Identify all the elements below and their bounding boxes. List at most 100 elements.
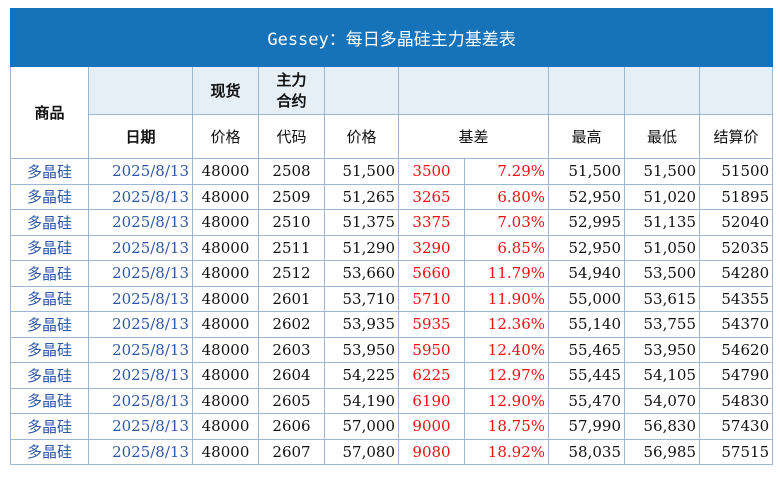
cell-spot-price: 48000 (192, 311, 259, 338)
cell-basis: 6190 (398, 387, 465, 414)
cell-date: 2025/8/13 (88, 413, 193, 440)
table-row: 多晶硅 2025/8/13 48000 2607 57,080 9080 18.92% 58,… (10, 438, 774, 465)
cell-spot-price: 48000 (192, 234, 259, 261)
table-row: 多晶硅 2025/8/13 48000 2602 53,935 5935 12.36% 55,… (10, 311, 774, 338)
table-row: 多晶硅 2025/8/13 48000 2601 53,710 5710 11.90% 55,… (10, 285, 774, 312)
cell-contract-code: 2512 (258, 260, 325, 287)
cell-spot-price: 48000 (192, 158, 259, 185)
header-date: 日期 (88, 114, 193, 159)
cell-low: 53,950 (624, 336, 700, 363)
cell-settle: 54620 (698, 336, 774, 363)
cell-basis: 5660 (398, 260, 465, 287)
cell-settle: 51500 (698, 158, 774, 185)
cell-futures-price: 54,225 (324, 362, 399, 389)
cell-low: 53,755 (624, 311, 700, 338)
header-low: 最低 (624, 114, 700, 159)
table-row: 多晶硅 2025/8/13 48000 2604 54,225 6225 12.97% 55,… (10, 362, 774, 389)
cell-contract-code: 2602 (258, 311, 325, 338)
cell-basis-percent: 11.90% (464, 285, 549, 312)
cell-product: 多晶硅 (10, 387, 89, 414)
cell-basis-percent: 18.92% (464, 438, 549, 465)
cell-low: 51,050 (624, 234, 700, 261)
cell-product: 多晶硅 (10, 285, 89, 312)
cell-futures-price: 51,375 (324, 209, 399, 236)
cell-date: 2025/8/13 (88, 234, 193, 261)
cell-futures-price: 57,080 (324, 438, 399, 465)
cell-futures-price: 51,500 (324, 158, 399, 185)
cell-date: 2025/8/13 (88, 158, 193, 185)
cell-low: 56,985 (624, 438, 700, 465)
cell-basis: 3375 (398, 209, 465, 236)
table-row: 多晶硅 2025/8/13 48000 2603 53,950 5950 12.40% 55,… (10, 336, 774, 363)
cell-basis-percent: 18.75% (464, 413, 549, 440)
cell-futures-price: 53,660 (324, 260, 399, 287)
table-row: 多晶硅 2025/8/13 48000 2509 51,265 3265 6.80% 52,9… (10, 183, 774, 210)
cell-settle: 57515 (698, 438, 774, 465)
cell-contract-code: 2508 (258, 158, 325, 185)
cell-futures-price: 53,935 (324, 311, 399, 338)
cell-product: 多晶硅 (10, 183, 89, 210)
cell-spot-price: 48000 (192, 260, 259, 287)
cell-low: 56,830 (624, 413, 700, 440)
cell-contract-code: 2601 (258, 285, 325, 312)
cell-high: 55,140 (548, 311, 625, 338)
cell-high: 52,950 (548, 183, 625, 210)
header-empty-1 (324, 66, 399, 115)
cell-futures-price: 53,710 (324, 285, 399, 312)
cell-contract-code: 2607 (258, 438, 325, 465)
cell-spot-price: 48000 (192, 183, 259, 210)
cell-date: 2025/8/13 (88, 438, 193, 465)
header-futures-price: 价格 (324, 114, 399, 159)
header-basis: 基差 (398, 114, 549, 159)
cell-product: 多晶硅 (10, 209, 89, 236)
cell-settle: 52035 (698, 234, 774, 261)
cell-product: 多晶硅 (10, 311, 89, 338)
cell-spot-price: 48000 (192, 438, 259, 465)
cell-product: 多晶硅 (10, 413, 89, 440)
cell-spot-price: 48000 (192, 209, 259, 236)
cell-product: 多晶硅 (10, 438, 89, 465)
cell-date: 2025/8/13 (88, 209, 193, 236)
cell-contract-code: 2510 (258, 209, 325, 236)
table-row: 多晶硅 2025/8/13 48000 2511 51,290 3290 6.85% 52,9… (10, 234, 774, 261)
cell-product: 多晶硅 (10, 158, 89, 185)
cell-basis-percent: 12.36% (464, 311, 549, 338)
header-product: 商品 (10, 66, 89, 159)
cell-date: 2025/8/13 (88, 311, 193, 338)
header-main-contract: 主力 合约 (258, 66, 325, 115)
cell-basis-percent: 11.79% (464, 260, 549, 287)
cell-basis-percent: 6.80% (464, 183, 549, 210)
table-title: Gessey：每日多晶硅主力基差表 (9, 8, 774, 67)
cell-contract-code: 2603 (258, 336, 325, 363)
header-spot: 现货 (192, 66, 259, 115)
cell-futures-price: 51,290 (324, 234, 399, 261)
cell-low: 53,615 (624, 285, 700, 312)
cell-high: 55,470 (548, 387, 625, 414)
cell-settle: 54790 (698, 362, 774, 389)
cell-basis: 5950 (398, 336, 465, 363)
cell-settle: 54280 (698, 260, 774, 287)
cell-basis-percent: 6.85% (464, 234, 549, 261)
cell-contract-code: 2606 (258, 413, 325, 440)
cell-high: 54,940 (548, 260, 625, 287)
cell-basis: 5710 (398, 285, 465, 312)
cell-settle: 54370 (698, 311, 774, 338)
cell-settle: 52040 (698, 209, 774, 236)
cell-product: 多晶硅 (10, 234, 89, 261)
cell-basis: 3290 (398, 234, 465, 261)
header-empty-date-top (88, 66, 193, 115)
cell-date: 2025/8/13 (88, 336, 193, 363)
cell-spot-price: 48000 (192, 413, 259, 440)
header-settle: 结算价 (698, 114, 774, 159)
cell-low: 53,500 (624, 260, 700, 287)
cell-high: 52,995 (548, 209, 625, 236)
cell-basis: 6225 (398, 362, 465, 389)
table-row: 多晶硅 2025/8/13 48000 2510 51,375 3375 7.03% 52,9… (10, 209, 774, 236)
cell-futures-price: 51,265 (324, 183, 399, 210)
cell-futures-price: 57,000 (324, 413, 399, 440)
cell-contract-code: 2511 (258, 234, 325, 261)
cell-basis: 3265 (398, 183, 465, 210)
cell-contract-code: 2509 (258, 183, 325, 210)
table-body: 多晶硅 2025/8/13 48000 2508 51,500 3500 7.29% 51,5… (10, 158, 774, 465)
cell-date: 2025/8/13 (88, 260, 193, 287)
